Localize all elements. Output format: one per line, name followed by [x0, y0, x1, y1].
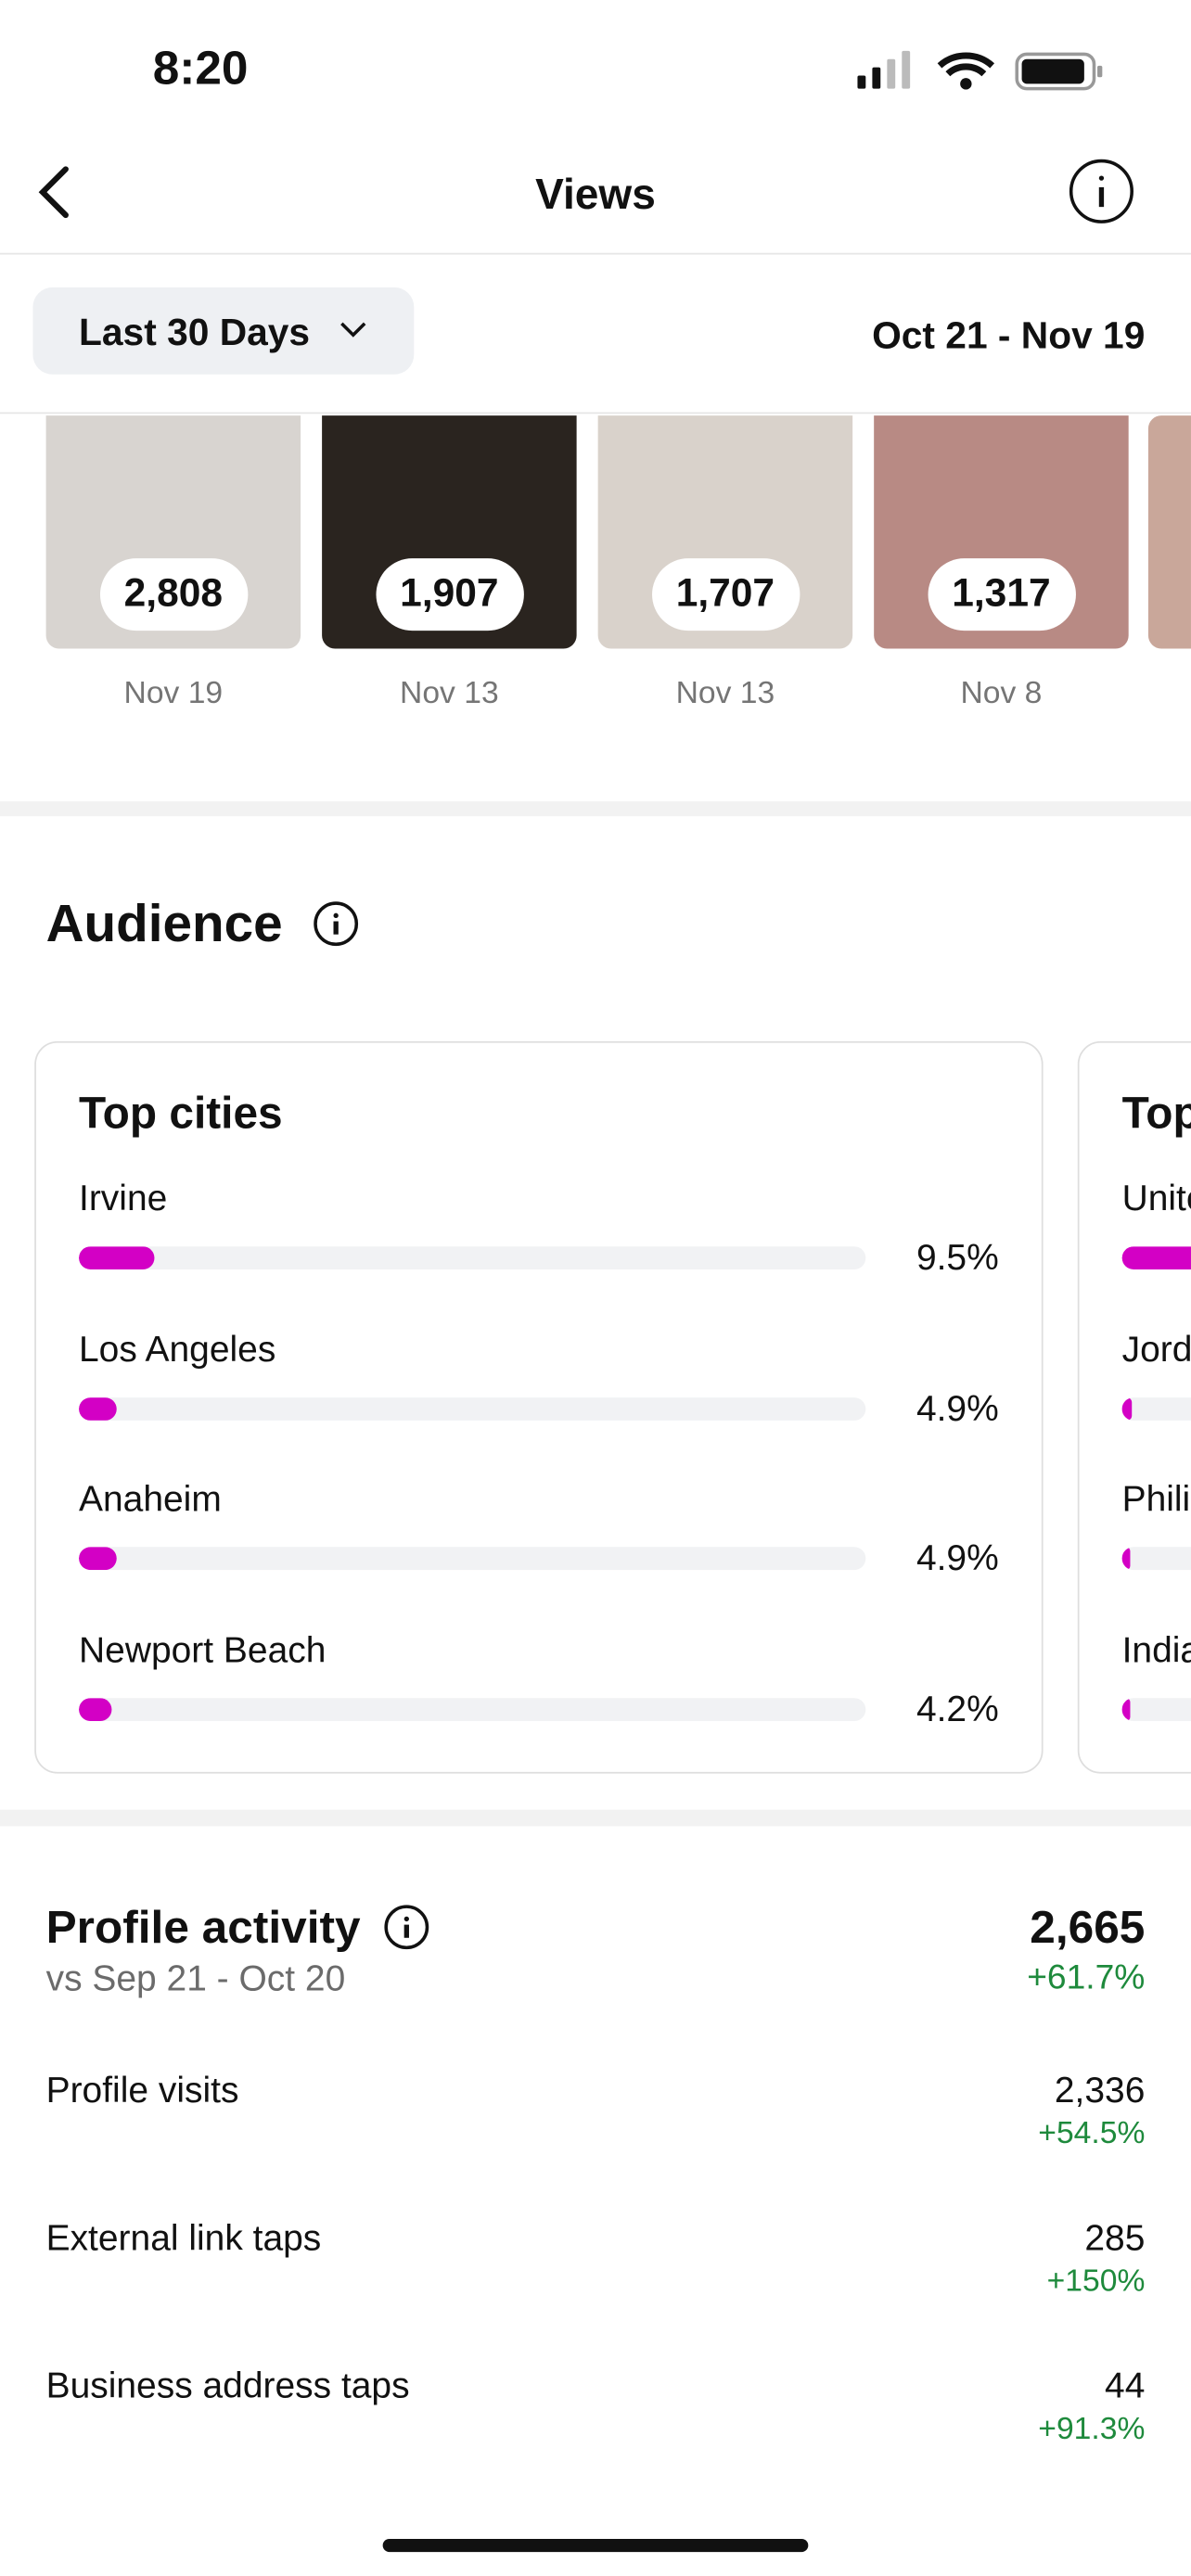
row-name: Philippines	[1121, 1477, 1191, 1520]
row-name: Newport Beach	[79, 1627, 327, 1670]
row-change: +150%	[1046, 2264, 1146, 2300]
row-label: Business address taps	[45, 2365, 410, 2406]
bar	[79, 1697, 112, 1721]
row-name: Los Angeles	[79, 1327, 276, 1370]
info-button[interactable]	[314, 901, 359, 947]
row-name: United States	[1121, 1177, 1191, 1219]
date-range: Oct 21 - Nov 19	[872, 313, 1146, 357]
row-percent: 4.2%	[916, 1687, 999, 1728]
card-title: Top countries	[1121, 1089, 1191, 1139]
row-change: +91.3%	[1038, 2412, 1146, 2447]
home-indicator	[382, 2538, 809, 2553]
post-date: Nov 13	[675, 676, 775, 711]
row-label: External link taps	[45, 2216, 322, 2259]
bar-track	[1121, 1246, 1191, 1269]
status-time: 8:20	[152, 43, 249, 96]
header-title: Views	[535, 169, 656, 219]
bar-track	[79, 1246, 866, 1269]
chevron	[340, 322, 366, 338]
post-thumbnail[interactable]: 1,707	[597, 415, 853, 649]
info-button[interactable]	[1069, 159, 1133, 223]
views-badge: 1,317	[927, 558, 1076, 631]
filter-label: Last 30 Days	[79, 310, 311, 353]
bar-track	[1121, 1396, 1191, 1421]
bar-track	[79, 1547, 866, 1571]
audience-card: Top countries United States Jordan Philippi…	[1077, 1040, 1191, 1774]
post-date: Nov 13	[400, 676, 499, 711]
row-name: Jordan	[1121, 1327, 1191, 1370]
views-badge: 1,907	[375, 558, 524, 631]
bar	[1121, 1396, 1132, 1421]
filter-button[interactable]: Last 30 Days	[32, 287, 415, 375]
section-title: Audience	[45, 893, 283, 953]
section-title: Profile activity	[45, 1901, 361, 1953]
total-change: +61.7%	[1027, 1958, 1146, 1997]
card-title: Top cities	[79, 1089, 283, 1139]
bar	[1121, 1246, 1191, 1269]
row-change: +54.5%	[1038, 2116, 1146, 2152]
section-separator	[0, 1809, 1191, 1827]
bar-track	[79, 1697, 866, 1721]
comparison: vs Sep 21 - Oct 20	[45, 1958, 346, 1999]
audience-card: Top cities Irvine 9.5% Los Angeles 4.9% Anahe…	[34, 1040, 1044, 1774]
section-separator	[0, 801, 1191, 817]
post-thumbnail[interactable]: 1,907	[322, 415, 577, 649]
bar-track	[1121, 1697, 1191, 1721]
row-name: India	[1121, 1627, 1191, 1670]
bar-track	[1121, 1547, 1191, 1571]
views-badge: 2,808	[99, 558, 248, 631]
row-value: 2,336	[1054, 2069, 1146, 2111]
bar-track	[79, 1396, 866, 1421]
bar	[79, 1547, 118, 1571]
bar	[1121, 1697, 1131, 1721]
row-label: Profile visits	[45, 2069, 239, 2111]
divider	[0, 412, 1191, 414]
row-percent: 9.5%	[916, 1236, 999, 1278]
bar	[79, 1246, 154, 1269]
post-thumbnail[interactable]: 2,808	[45, 415, 301, 649]
post-thumbnail[interactable]: 1,317	[874, 415, 1129, 649]
divider	[0, 252, 1191, 255]
back-button[interactable]	[32, 164, 75, 220]
info-button[interactable]	[384, 1905, 429, 1950]
post-date: Nov 8	[960, 676, 1043, 711]
bar	[1121, 1547, 1131, 1571]
row-percent: 4.9%	[916, 1537, 999, 1578]
bar	[79, 1396, 118, 1421]
row-name: Irvine	[79, 1177, 168, 1219]
row-value: 44	[1105, 2365, 1146, 2406]
total: 2,665	[1030, 1901, 1146, 1953]
post-date: Nov 19	[123, 676, 224, 711]
row-name: Anaheim	[79, 1477, 222, 1520]
post-thumbnail[interactable]	[1147, 415, 1191, 649]
views-badge: 1,707	[651, 558, 800, 631]
row-percent: 4.9%	[916, 1386, 999, 1428]
row-value: 285	[1084, 2216, 1146, 2259]
status-icons	[857, 50, 1103, 91]
